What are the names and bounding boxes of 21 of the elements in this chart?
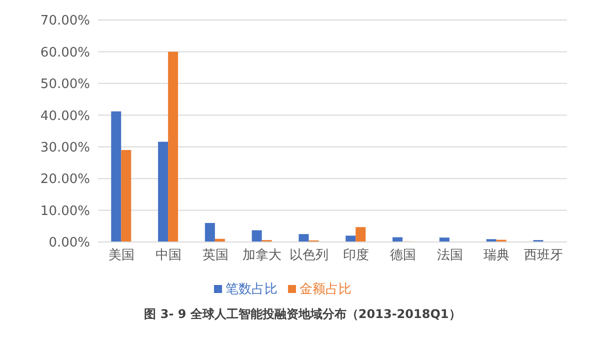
x-tick-label: 德国 — [390, 248, 416, 264]
x-tick-label: 法国 — [436, 248, 463, 264]
x-tick-label: 西班牙 — [524, 248, 564, 264]
x-tick-label: 美国 — [108, 247, 134, 264]
x-tick-label: 加拿大 — [242, 248, 282, 264]
legend-label: 金额占比 — [300, 282, 352, 297]
y-tick-label: 10.00% — [40, 204, 90, 219]
y-tick-label: 40.00% — [40, 108, 90, 124]
x-tick-label: 以色列 — [290, 248, 329, 264]
y-tick-label: 60.00% — [40, 45, 90, 60]
x-tick-label: 瑞典 — [484, 248, 510, 264]
text: 图 3- 9 全球人工智能投融资地域分布（2013-2018Q1） — [143, 306, 462, 323]
legend-label: 笔数占比 — [226, 282, 278, 297]
x-tick-label: 英国 — [202, 248, 228, 264]
y-tick-label: 0.00% — [48, 236, 90, 251]
y-tick-label: 50.00% — [40, 77, 90, 92]
y-tick-label: 70.00% — [40, 14, 90, 29]
y-tick-label: 30.00% — [40, 140, 90, 156]
x-tick-label: 中国 — [155, 248, 182, 264]
x-tick-label: 印度 — [342, 247, 369, 264]
y-tick-label: 20.00% — [40, 172, 90, 188]
